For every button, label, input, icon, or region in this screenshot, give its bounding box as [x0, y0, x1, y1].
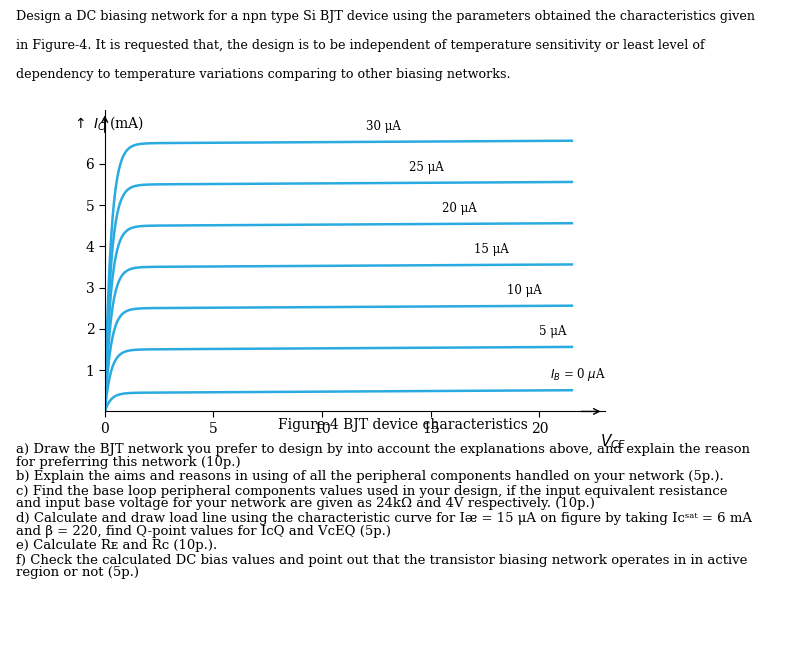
Text: Design a DC biasing network for a npn type Si BJT device using the parameters ob: Design a DC biasing network for a npn ty… [16, 10, 755, 23]
Text: for preferring this network (10p.): for preferring this network (10p.) [16, 456, 241, 468]
Text: 20 μA: 20 μA [442, 202, 476, 215]
Text: $I_B$ = 0 $\mu$A: $I_B$ = 0 $\mu$A [550, 366, 606, 383]
Text: 25 μA: 25 μA [409, 161, 444, 174]
Text: a) Draw the BJT network you prefer to design by into account the explanations ab: a) Draw the BJT network you prefer to de… [16, 443, 750, 456]
Text: d) Calculate and draw load line using the characteristic curve for Iᴂ = 15 μA on: d) Calculate and draw load line using th… [16, 512, 752, 524]
Text: f) Check the calculated DC bias values and point out that the transistor biasing: f) Check the calculated DC bias values a… [16, 554, 747, 567]
Text: e) Calculate Rᴇ and Rᴄ (10p.).: e) Calculate Rᴇ and Rᴄ (10p.). [16, 539, 218, 552]
Text: and β = 220, find Q-point values for IᴄQ and VᴄEQ (5p.): and β = 220, find Q-point values for IᴄQ… [16, 524, 391, 537]
Text: 15 μA: 15 μA [474, 243, 509, 256]
Text: Figure-4 BJT device characteristics: Figure-4 BJT device characteristics [278, 418, 528, 432]
Text: dependency to temperature variations comparing to other biasing networks.: dependency to temperature variations com… [16, 68, 511, 81]
Text: 5 μA: 5 μA [539, 325, 567, 338]
Text: $\uparrow$ $I_C$ (mA): $\uparrow$ $I_C$ (mA) [73, 114, 144, 132]
Text: 10 μA: 10 μA [507, 284, 542, 297]
Text: and input base voltage for your network are given as 24kΩ and 4V respectively. (: and input base voltage for your network … [16, 497, 595, 510]
Text: c) Find the base loop peripheral components values used in your design, if the i: c) Find the base loop peripheral compone… [16, 484, 728, 498]
Text: $V_{CE}$: $V_{CE}$ [600, 432, 627, 451]
Text: in Figure-4. It is requested that, the design is to be independent of temperatur: in Figure-4. It is requested that, the d… [16, 39, 705, 52]
Text: b) Explain the aims and reasons in using of all the peripheral components handle: b) Explain the aims and reasons in using… [16, 470, 724, 483]
Text: region or not (5p.): region or not (5p.) [16, 566, 139, 579]
Text: 30 μA: 30 μA [365, 120, 401, 133]
